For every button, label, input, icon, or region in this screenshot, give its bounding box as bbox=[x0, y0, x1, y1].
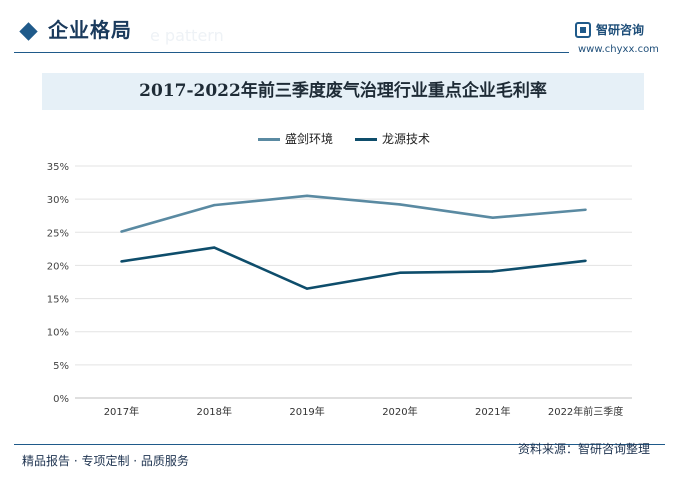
chart-legend: 盛剑环境 龙源技术 bbox=[0, 130, 683, 148]
x-tick-label: 2017年 bbox=[104, 405, 139, 418]
source-note: 资料来源：智研咨询整理 bbox=[518, 442, 651, 456]
data-point-series-2 bbox=[213, 246, 216, 249]
logo-icon bbox=[575, 22, 591, 38]
data-point-series-1 bbox=[584, 208, 587, 211]
data-point-series-1 bbox=[120, 230, 123, 233]
section-title: 企业格局 bbox=[48, 18, 132, 42]
x-tick-label: 2018年 bbox=[197, 405, 232, 418]
header-divider bbox=[14, 52, 569, 53]
footer-tagline: 精品报告 · 专项定制 · 品质服务 bbox=[22, 454, 189, 468]
legend-swatch-series-2 bbox=[355, 138, 377, 141]
legend-label-series-1: 盛剑环境 bbox=[285, 132, 334, 146]
y-tick-label: 25% bbox=[47, 228, 69, 239]
header: 企业格局 e pattern 智研咨询 www.chyxx.com bbox=[0, 0, 683, 60]
chart-title: 2017-2022年前三季度废气治理行业重点企业毛利率 bbox=[139, 81, 547, 101]
data-point-series-1 bbox=[213, 203, 216, 207]
series-line-2 bbox=[121, 246, 586, 290]
data-point-series-2 bbox=[120, 260, 123, 263]
x-tick-label: 2019年 bbox=[289, 405, 324, 418]
data-point-series-1 bbox=[305, 194, 309, 198]
y-tick-label: 30% bbox=[47, 195, 69, 206]
data-point-series-1 bbox=[491, 216, 494, 219]
legend-label-series-2: 龙源技术 bbox=[382, 132, 431, 146]
y-tick-label: 0% bbox=[53, 394, 69, 405]
data-point-series-2 bbox=[491, 270, 494, 273]
chart-title-banner: 2017-2022年前三季度废气治理行业重点企业毛利率 bbox=[42, 73, 644, 110]
y-tick-label: 20% bbox=[47, 261, 69, 272]
data-point-series-2 bbox=[398, 271, 402, 274]
y-tick-label: 15% bbox=[47, 295, 69, 306]
section-subtitle-ghost: e pattern bbox=[150, 26, 224, 45]
brand-name: 智研咨询 bbox=[596, 23, 645, 37]
legend-swatch-series-1 bbox=[258, 138, 280, 141]
x-tick-label: 2022年前三季度 bbox=[548, 405, 623, 418]
x-tick-label: 2020年 bbox=[382, 405, 417, 418]
brand-url: www.chyxx.com bbox=[578, 44, 659, 55]
footer-divider bbox=[14, 444, 665, 445]
data-point-series-2 bbox=[305, 287, 309, 290]
y-tick-label: 5% bbox=[53, 361, 69, 372]
x-tick-label: 2021年 bbox=[475, 405, 510, 418]
y-tick-label: 10% bbox=[47, 328, 69, 339]
series-line-1 bbox=[121, 194, 586, 233]
data-point-series-1 bbox=[398, 203, 402, 206]
data-point-series-2 bbox=[584, 259, 587, 262]
y-tick-label: 35% bbox=[47, 162, 69, 173]
